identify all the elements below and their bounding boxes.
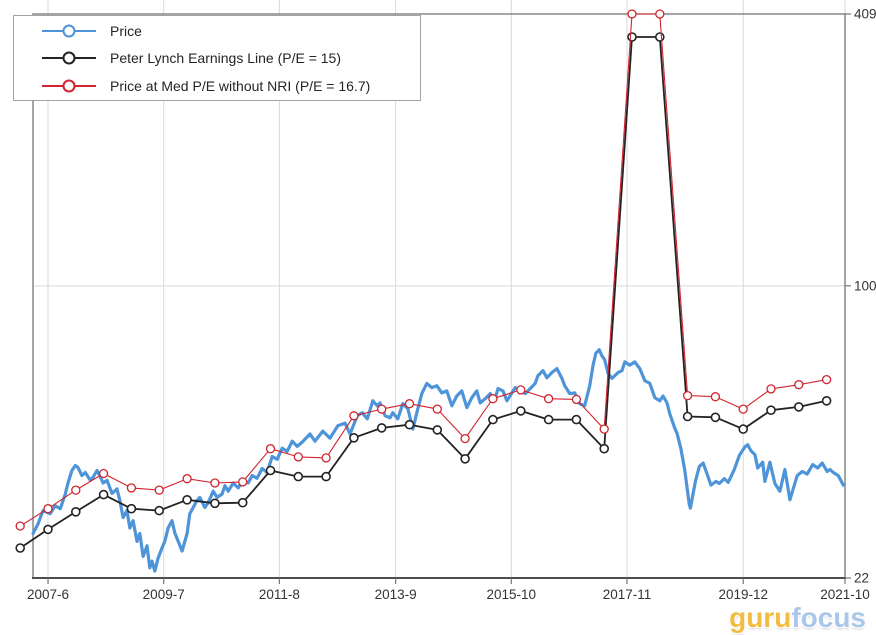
series-marker-2 (321, 453, 331, 463)
series-marker-1 (210, 498, 220, 509)
series-marker-1 (293, 471, 304, 482)
series-marker-1 (98, 489, 109, 500)
chart-legend: Price Peter Lynch Earnings Line (P/E = 1… (13, 15, 421, 101)
x-axis-label: 2013-9 (375, 587, 417, 602)
series-marker-2 (154, 485, 164, 495)
series-marker-2 (15, 521, 25, 531)
x-axis-label: 2021-10 (820, 587, 870, 602)
series-marker-2 (404, 399, 415, 409)
series-marker-1 (71, 506, 81, 517)
series-marker-1 (126, 503, 137, 514)
series-marker-1 (571, 414, 582, 425)
series-marker-2 (599, 424, 609, 434)
series-marker-1 (654, 32, 665, 42)
series-marker-2 (126, 483, 137, 493)
series-marker-1 (154, 505, 164, 516)
series-marker-2 (377, 404, 387, 414)
series-marker-2 (349, 411, 359, 421)
series-marker-2 (71, 485, 81, 495)
series-marker-2 (627, 9, 637, 19)
series-marker-1 (793, 402, 804, 412)
gurufocus-logo: gurufocus (729, 603, 866, 633)
y-axis-label: 22 (854, 571, 869, 586)
x-axis-label: 2019-12 (718, 587, 768, 602)
legend-label-med-pe-price: Price at Med P/E without NRI (P/E = 16.7… (110, 77, 371, 94)
series-marker-2 (682, 390, 693, 401)
series-marker-1 (766, 405, 776, 416)
series-marker-2 (571, 394, 582, 405)
gurufocus-logo-focus: focus (791, 602, 866, 633)
series-marker-2 (821, 374, 832, 385)
x-axis-label: 2017-11 (603, 587, 652, 602)
series-marker-2 (238, 477, 248, 487)
series-marker-2 (265, 444, 276, 454)
series-marker-2 (738, 404, 748, 414)
med-pe-series-marker-icon (42, 79, 96, 93)
series-marker-1 (710, 412, 721, 423)
series-marker-2 (710, 392, 721, 402)
series-marker-2 (516, 385, 526, 395)
series-marker-1 (488, 414, 498, 425)
series-marker-1 (182, 494, 192, 505)
series-marker-2 (43, 504, 53, 514)
series-marker-1 (682, 411, 693, 422)
series-marker-1 (265, 465, 276, 476)
series-marker-1 (15, 543, 26, 553)
series-marker-1 (627, 32, 637, 42)
series-line-0 (31, 348, 845, 573)
series-marker-2 (182, 474, 192, 484)
x-axis-label: 2009-7 (143, 587, 185, 602)
series-marker-2 (794, 380, 804, 390)
series-marker-1 (376, 423, 387, 433)
series-marker-2 (210, 478, 220, 488)
series-marker-2 (655, 9, 665, 19)
legend-label-price: Price (110, 22, 142, 39)
series-marker-1 (432, 425, 443, 435)
series-marker-2 (766, 384, 776, 394)
series-marker-1 (43, 524, 53, 535)
series-marker-2 (293, 452, 303, 462)
x-axis-label: 2011-8 (259, 587, 300, 602)
x-axis-label: 2015-10 (487, 587, 537, 602)
y-axis-label: 100 (854, 278, 876, 293)
peter-lynch-series-marker-icon (42, 51, 96, 65)
series-marker-2 (460, 433, 470, 444)
series-marker-2 (543, 394, 554, 404)
series-marker-1 (543, 414, 554, 425)
series-marker-2 (98, 468, 109, 479)
legend-item-price[interactable]: Price (42, 18, 420, 44)
series-marker-1 (515, 406, 526, 416)
x-axis-label: 2007-6 (27, 587, 69, 602)
series-marker-1 (404, 419, 415, 430)
series-marker-2 (488, 394, 498, 404)
series-marker-1 (599, 443, 610, 454)
series-marker-1 (237, 497, 248, 508)
price-series-marker-icon (42, 24, 96, 38)
y-axis-label: 409 (854, 7, 876, 22)
series-marker-1 (738, 424, 749, 434)
series-marker-1 (321, 471, 331, 482)
legend-item-med-pe-price[interactable]: Price at Med P/E without NRI (P/E = 16.7… (42, 73, 420, 99)
series-marker-1 (821, 395, 832, 406)
series-marker-1 (460, 453, 470, 464)
gurufocus-logo-guru: guru (729, 602, 792, 633)
series-marker-2 (432, 404, 442, 414)
series-marker-1 (349, 432, 359, 443)
legend-label-peter-lynch-line: Peter Lynch Earnings Line (P/E = 15) (110, 50, 341, 66)
legend-item-peter-lynch-line[interactable]: Peter Lynch Earnings Line (P/E = 15) (42, 45, 420, 71)
